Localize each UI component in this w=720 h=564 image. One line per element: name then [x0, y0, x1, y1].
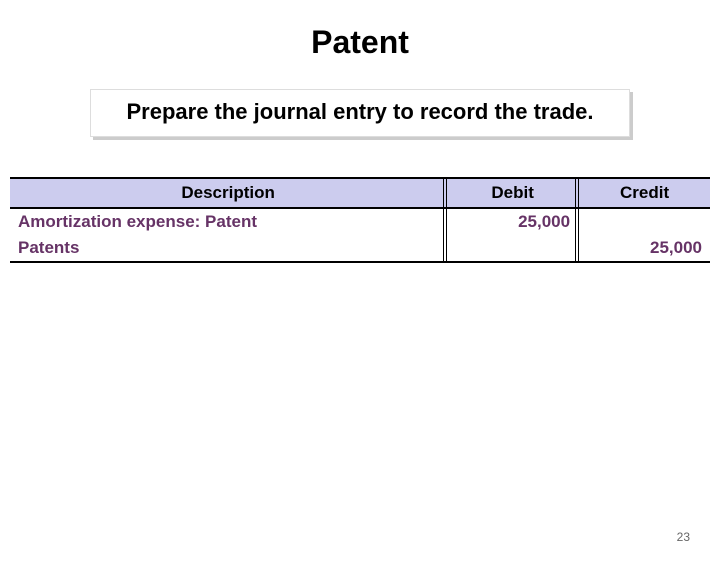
- cell-description: Patents: [10, 235, 446, 263]
- instruction-text: Prepare the journal entry to record the …: [109, 98, 611, 126]
- header-description: Description: [10, 177, 446, 209]
- cell-debit: 25,000: [446, 209, 578, 235]
- cell-debit: [446, 235, 578, 263]
- cell-credit: 25,000: [578, 235, 710, 263]
- table-row: Amortization expense: Patent 25,000: [10, 209, 710, 235]
- slide-title: Patent: [0, 24, 720, 61]
- instruction-box: Prepare the journal entry to record the …: [90, 89, 630, 137]
- table-row: Patents 25,000: [10, 235, 710, 263]
- page-number: 23: [677, 530, 690, 544]
- cell-credit: [578, 209, 710, 235]
- header-credit: Credit: [578, 177, 710, 209]
- table-header-row: Description Debit Credit: [10, 177, 710, 209]
- header-debit: Debit: [446, 177, 578, 209]
- cell-description: Amortization expense: Patent: [10, 209, 446, 235]
- journal-entry-table: Description Debit Credit Amortization ex…: [10, 177, 710, 263]
